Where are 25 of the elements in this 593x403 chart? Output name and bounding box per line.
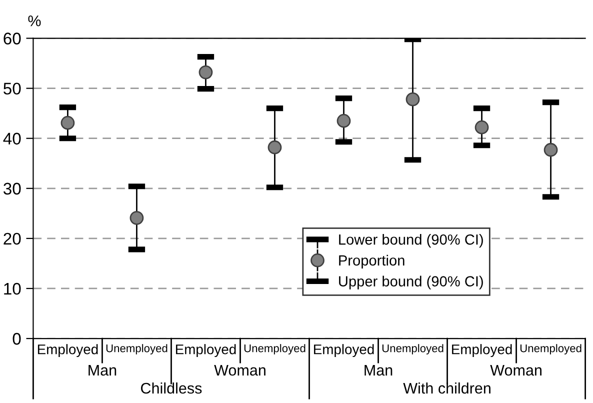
y-axis-title: % bbox=[28, 16, 41, 26]
annotation: Lower bound (90% CI) bbox=[339, 234, 483, 248]
text: Man bbox=[364, 364, 392, 376]
y-tick-label: 20 bbox=[4, 232, 21, 245]
text: Woman bbox=[490, 364, 542, 376]
legend-label: Proportion bbox=[339, 254, 404, 268]
y-tick-label: 10 bbox=[4, 282, 21, 295]
y-tick-label: 60 bbox=[4, 32, 21, 44]
x-tick-label: Unemployed bbox=[106, 344, 168, 354]
x-tick-label: Unemployed bbox=[244, 344, 306, 354]
text: With children bbox=[403, 382, 490, 394]
y-tick-label: 40 bbox=[3, 132, 21, 145]
text: Man bbox=[88, 364, 116, 376]
text: Woman bbox=[214, 364, 266, 376]
x-tick-label: Employed bbox=[176, 344, 236, 358]
x-tick-label: Employed bbox=[314, 344, 374, 358]
y-tick-label: 30 bbox=[4, 182, 21, 195]
y-tick-label: 0 bbox=[12, 332, 21, 345]
x-tick-label: Unemployed bbox=[520, 344, 582, 354]
y-tick-label: 50 bbox=[4, 82, 21, 95]
x-tick-label: Employed bbox=[452, 344, 512, 358]
annotation: Upper bound (90% CI) bbox=[339, 276, 483, 290]
x-tick-label: Unemployed bbox=[382, 344, 444, 354]
text: Childless bbox=[141, 382, 202, 394]
x-tick-label: Employed bbox=[38, 344, 98, 358]
